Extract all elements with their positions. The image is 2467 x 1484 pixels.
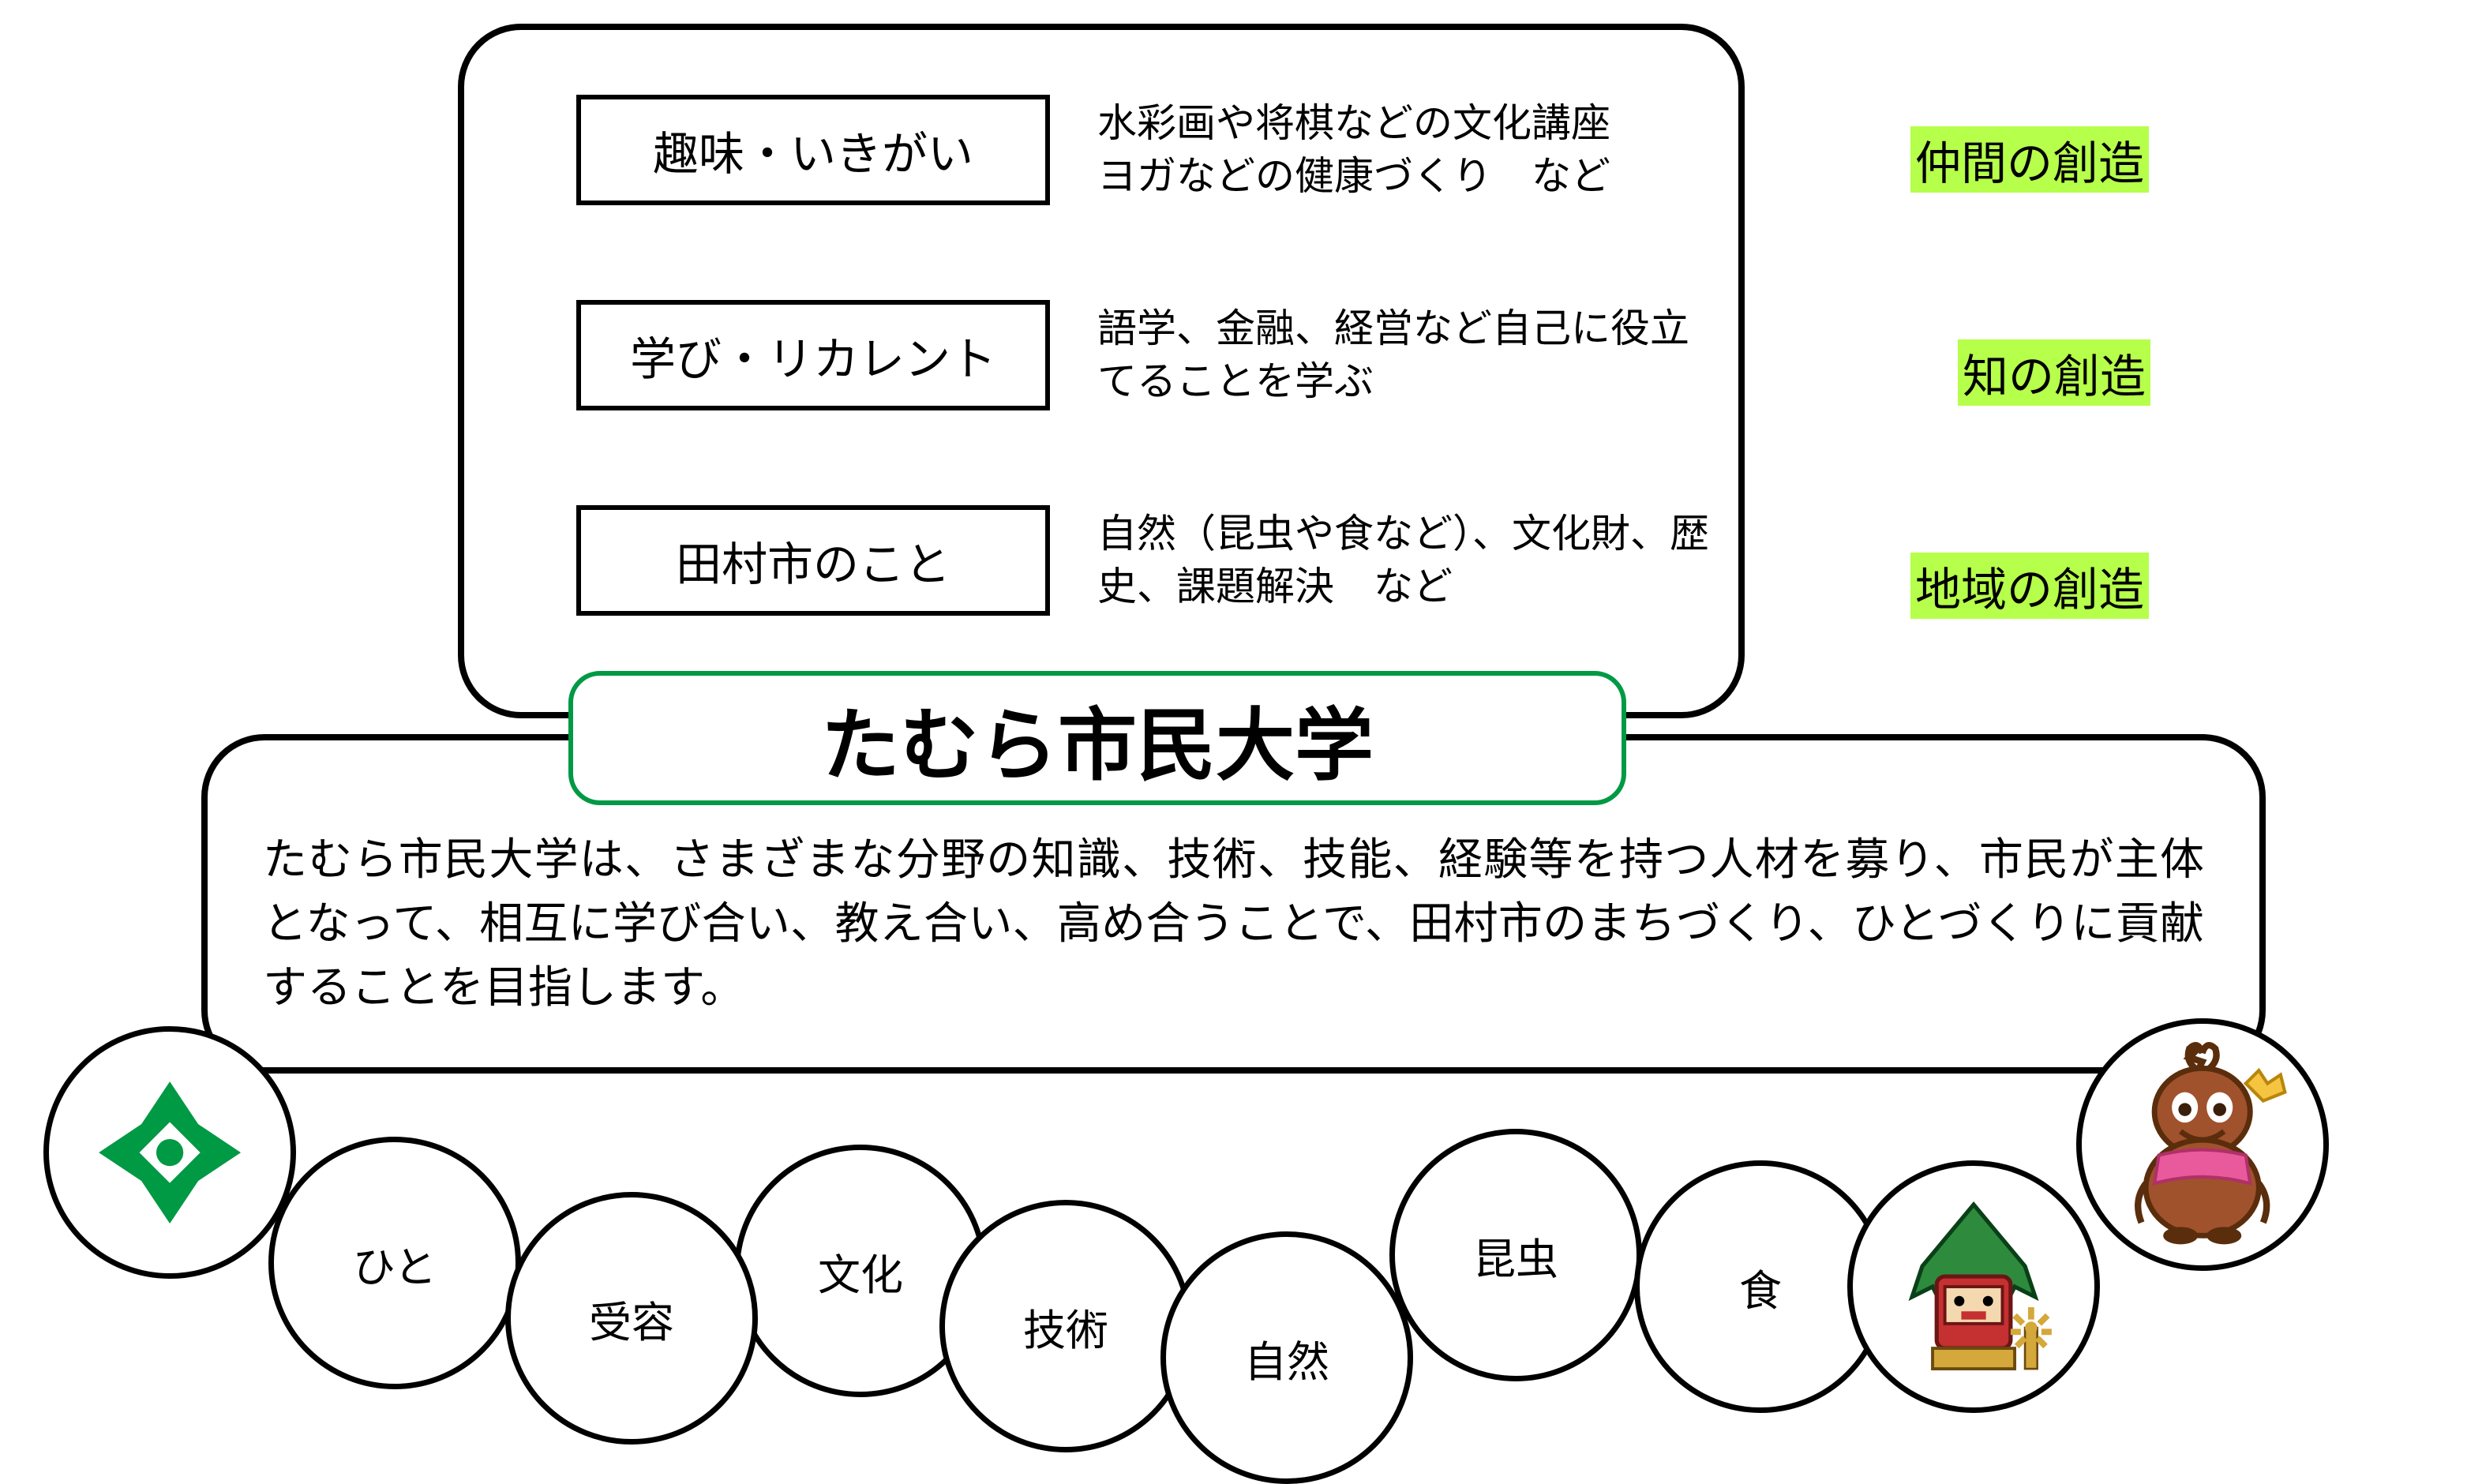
highlight-2: 地域の創造	[1910, 553, 2149, 619]
circle-logo	[43, 1026, 296, 1279]
circle-gijutsu: 技術	[939, 1200, 1192, 1452]
category-label-1: 学び・リカレント	[630, 322, 996, 388]
title-box: たむら市民大学	[568, 671, 1626, 805]
category-box-2: 田村市のこと	[576, 505, 1050, 616]
category-box-1: 学び・リカレント	[576, 300, 1050, 410]
highlight-1: 知の創造	[1958, 339, 2150, 406]
title-text: たむら市民大学	[821, 681, 1374, 796]
circle-label-hito: ひと	[353, 1232, 437, 1295]
category-label-2: 田村市のこと	[676, 527, 950, 594]
tamura-logo-icon	[85, 1068, 254, 1237]
circle-hito: ひと	[268, 1137, 521, 1389]
category-row-0: 趣味・いきがい 水彩画や将棋などの文化講座 ヨガなどの健康づくり など	[576, 95, 1713, 205]
oni-mascot-icon	[1871, 1184, 2076, 1389]
mission-text: たむら市民大学は、さまざまな分野の知識、技術、技能、経験等を持つ人材を募り、市民…	[263, 827, 2204, 1020]
circle-label-konchu: 昆虫	[1473, 1224, 1558, 1287]
category-box-0: 趣味・いきがい	[576, 95, 1050, 205]
beetle-mascot-icon	[2094, 1036, 2311, 1253]
category-desc-2: 自然（昆虫や食など）、文化財、歴史、課題解決 など	[1097, 508, 1713, 614]
circle-konchu: 昆虫	[1389, 1129, 1642, 1381]
category-desc-0: 水彩画や将棋などの文化講座 ヨガなどの健康づくり など	[1097, 97, 1713, 204]
circle-oni-mascot	[1847, 1160, 2100, 1413]
category-row-2: 田村市のこと 自然（昆虫や食など）、文化財、歴史、課題解決 など	[576, 505, 1713, 616]
circle-juyou: 受容	[505, 1192, 758, 1445]
category-desc-1: 語学、金融、経営など自己に役立てることを学ぶ	[1097, 302, 1713, 409]
circle-label-shizen: 自然	[1244, 1327, 1329, 1389]
circle-label-bunka: 文化	[818, 1240, 903, 1302]
circle-beetle-mascot	[2076, 1018, 2329, 1271]
circle-shizen: 自然	[1160, 1231, 1413, 1484]
category-row-1: 学び・リカレント 語学、金融、経営など自己に役立てることを学ぶ	[576, 300, 1713, 410]
circle-label-gijutsu: 技術	[1023, 1295, 1108, 1358]
circle-label-juyou: 受容	[589, 1287, 674, 1350]
category-label-0: 趣味・いきがい	[653, 117, 973, 183]
highlight-0: 仲間の創造	[1910, 126, 2149, 193]
circle-label-shoku: 食	[1739, 1256, 1782, 1318]
